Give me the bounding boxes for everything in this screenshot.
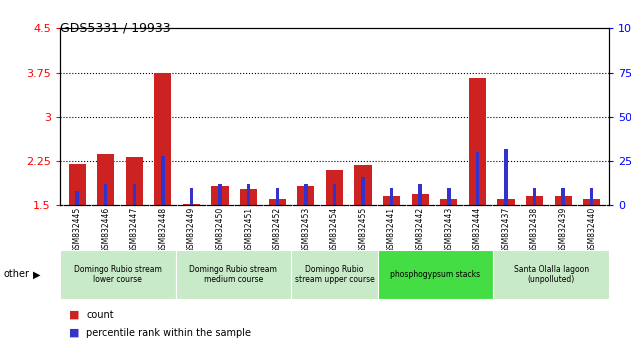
Bar (60, 250, 175, 299)
Bar (383, 196, 400, 205)
Text: ■: ■ (69, 310, 80, 320)
Bar (418, 184, 422, 205)
Bar (526, 196, 543, 205)
Bar (583, 199, 600, 205)
Bar (390, 188, 393, 205)
Bar (476, 152, 479, 205)
Bar (69, 164, 86, 205)
Bar (333, 184, 336, 205)
Bar (497, 199, 514, 205)
Bar (362, 177, 365, 205)
Bar (161, 156, 165, 205)
Bar (104, 184, 107, 205)
Bar (469, 79, 486, 205)
Bar (240, 189, 257, 205)
Text: Domingo Rubio
stream upper course: Domingo Rubio stream upper course (295, 265, 374, 284)
Bar (504, 149, 508, 205)
Bar (304, 184, 307, 205)
Bar (326, 170, 343, 205)
Bar (155, 73, 172, 205)
Text: ▶: ▶ (33, 269, 40, 279)
Text: Santa Olalla lagoon
(unpolluted): Santa Olalla lagoon (unpolluted) (514, 265, 589, 284)
Bar (291, 250, 378, 299)
Bar (211, 187, 228, 205)
Bar (97, 154, 114, 205)
Bar (411, 194, 429, 205)
Text: other: other (3, 269, 29, 279)
Bar (447, 188, 451, 205)
Bar (75, 191, 79, 205)
Bar (126, 157, 143, 205)
Text: phosphogypsum stacks: phosphogypsum stacks (391, 270, 481, 279)
Bar (247, 184, 251, 205)
Text: ■: ■ (69, 328, 80, 338)
Bar (562, 188, 565, 205)
Bar (555, 196, 572, 205)
Text: Domingo Rubio stream
lower course: Domingo Rubio stream lower course (74, 265, 162, 284)
Text: Domingo Rubio stream
medium course: Domingo Rubio stream medium course (189, 265, 277, 284)
Bar (218, 184, 221, 205)
Text: count: count (86, 310, 114, 320)
Bar (355, 165, 372, 205)
Bar (533, 188, 536, 205)
Text: percentile rank within the sample: percentile rank within the sample (86, 328, 251, 338)
Bar (297, 186, 314, 205)
Bar (590, 188, 594, 205)
Bar (183, 204, 200, 205)
Bar (269, 199, 286, 205)
Bar (276, 188, 279, 205)
Bar (133, 184, 136, 205)
Bar (378, 250, 493, 299)
Bar (190, 188, 193, 205)
Bar (440, 199, 457, 205)
Text: GDS5331 / 19933: GDS5331 / 19933 (60, 21, 170, 34)
Bar (493, 250, 609, 299)
Bar (175, 250, 291, 299)
